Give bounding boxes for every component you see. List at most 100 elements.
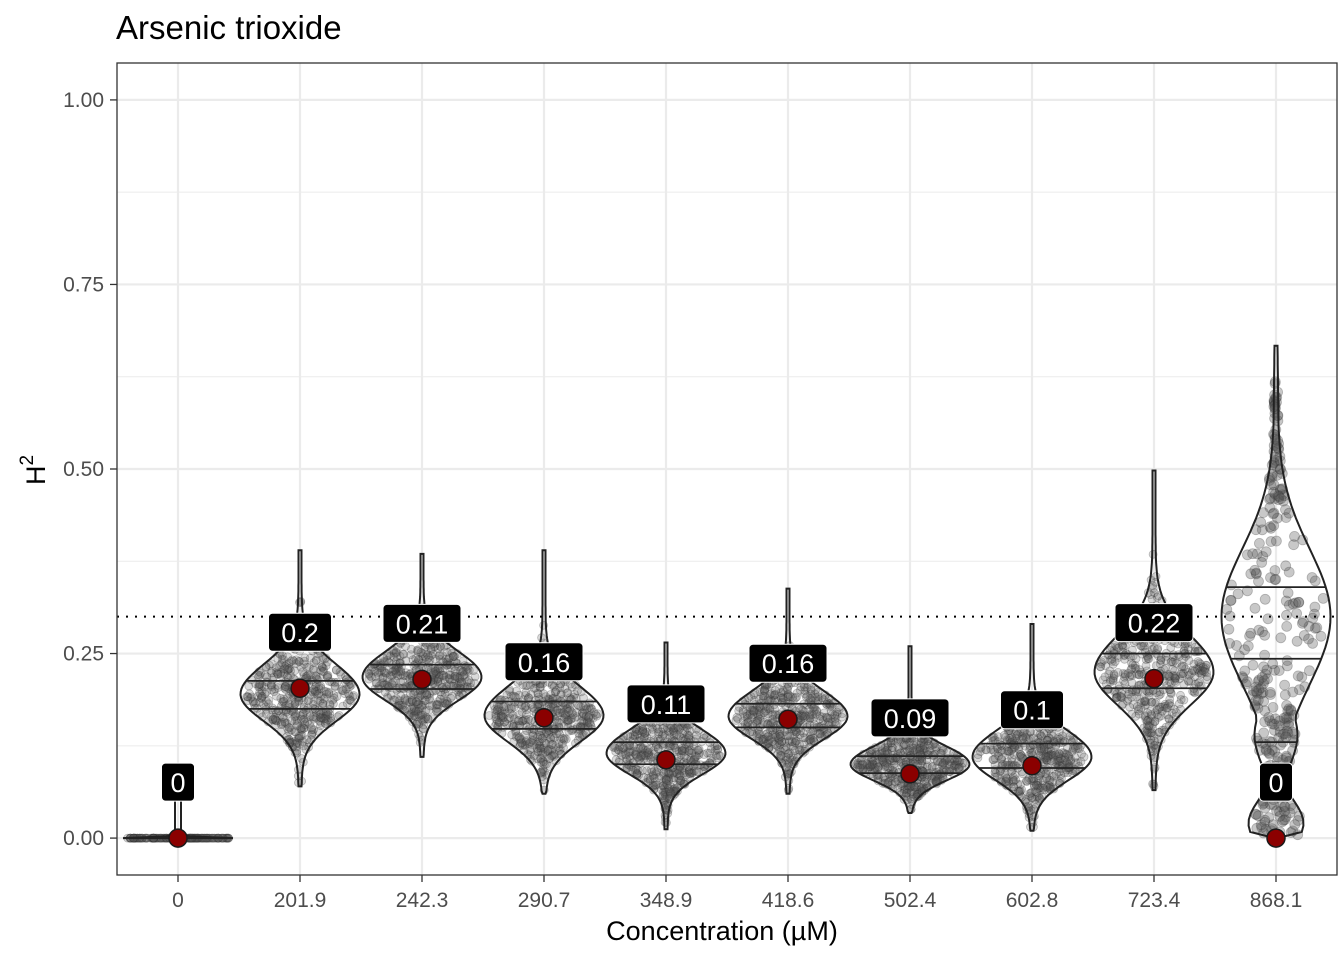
jitter-point xyxy=(310,687,320,697)
jitter-point xyxy=(1132,692,1142,702)
jitter-point xyxy=(309,714,319,724)
jitter-point xyxy=(440,688,450,698)
jitter-point xyxy=(279,664,289,674)
jitter-point xyxy=(322,689,332,699)
jitter-point xyxy=(645,776,655,785)
jitter-point xyxy=(243,692,253,702)
jitter-point xyxy=(920,777,929,786)
jitter-point xyxy=(299,670,309,680)
jitter-point xyxy=(243,696,253,705)
jitter-point xyxy=(307,729,317,739)
jitter-point xyxy=(1027,793,1037,803)
jitter-point xyxy=(315,710,325,719)
jitter-point xyxy=(546,690,555,699)
jitter-point xyxy=(298,667,308,677)
jitter-point xyxy=(1002,746,1012,755)
point-estimate xyxy=(534,708,554,728)
y-axis-label-sup: 2 xyxy=(17,455,38,466)
value-label: 0 xyxy=(1259,762,1293,802)
y-tick-label: 0.75 xyxy=(63,273,104,296)
jitter-point xyxy=(981,745,990,754)
jitter-point xyxy=(592,711,602,721)
jitter-point xyxy=(284,727,294,737)
point-estimate xyxy=(1022,755,1042,776)
jitter-point xyxy=(1273,442,1284,454)
value-label-text: 0 xyxy=(170,768,185,798)
jitter-point xyxy=(312,679,321,689)
jitter-point xyxy=(1200,667,1210,677)
jitter-point xyxy=(878,756,888,766)
jitter-point xyxy=(808,727,817,736)
jitter-point xyxy=(303,717,312,727)
jitter-point xyxy=(1107,657,1117,666)
jitter-point xyxy=(312,689,322,699)
jitter-point xyxy=(282,735,292,745)
jitter-point xyxy=(806,684,816,693)
jitter-point xyxy=(282,718,292,728)
jitter-point xyxy=(275,711,285,721)
jitter-point xyxy=(1304,665,1315,677)
jitter-point xyxy=(310,686,320,696)
jitter-point xyxy=(317,661,327,671)
value-label-text: 0.09 xyxy=(884,704,937,734)
jitter-point xyxy=(1149,643,1159,653)
y-axis-label-base: H xyxy=(21,466,51,486)
jitter-point xyxy=(244,681,254,691)
jitter-point xyxy=(892,752,902,762)
jitter-point xyxy=(315,721,325,731)
jitter-point xyxy=(440,698,450,708)
x-tick-label: 201.9 xyxy=(274,889,327,912)
jitter-point xyxy=(1253,810,1264,822)
jitter-point xyxy=(450,674,460,684)
jitter-point xyxy=(273,670,283,679)
jitter-point xyxy=(273,683,283,692)
y-tick-label: 0.25 xyxy=(63,643,104,666)
jitter-point xyxy=(1140,647,1150,657)
jitter-point xyxy=(277,671,286,681)
jitter-point xyxy=(647,767,657,777)
value-label: 0 xyxy=(161,762,195,802)
jitter-point xyxy=(1169,650,1178,660)
jitter-point xyxy=(1260,546,1272,558)
jitter-point xyxy=(270,705,280,715)
jitter-point xyxy=(776,750,785,760)
jitter-point xyxy=(680,752,689,761)
jitter-point xyxy=(296,711,305,721)
jitter-point xyxy=(294,731,304,741)
value-label: 0.2 xyxy=(268,612,332,652)
jitter-point xyxy=(577,716,587,726)
jitter-point xyxy=(253,692,263,701)
jitter-point xyxy=(521,688,531,697)
jitter-point xyxy=(311,655,321,665)
jitter-point xyxy=(299,723,309,733)
jitter-point xyxy=(1281,621,1293,632)
jitter-point xyxy=(763,732,773,741)
value-label-text: 0.21 xyxy=(396,609,449,639)
jitter-point xyxy=(1282,587,1294,599)
jitter-point xyxy=(1134,670,1144,680)
jitter-point xyxy=(259,682,269,692)
jitter-point xyxy=(280,719,290,728)
jitter-point xyxy=(672,747,682,757)
jitter-point xyxy=(300,714,310,724)
jitter-point xyxy=(1005,733,1015,743)
jitter-point xyxy=(713,744,723,754)
jitter-point xyxy=(277,651,287,660)
jitter-point xyxy=(517,738,527,748)
jitter-point xyxy=(1060,755,1070,765)
jitter-point xyxy=(493,722,503,732)
jitter-point xyxy=(775,740,785,749)
jitter-point xyxy=(690,753,700,762)
point-estimate xyxy=(168,828,188,848)
jitter-point xyxy=(1289,819,1301,830)
jitter-point xyxy=(559,708,568,718)
jitter-point xyxy=(887,769,897,779)
jitter-point xyxy=(324,687,334,697)
jitter-point xyxy=(415,704,424,713)
jitter-point xyxy=(320,693,330,702)
y-tick-label: 0.50 xyxy=(63,458,104,481)
jitter-point xyxy=(330,681,340,691)
jitter-point xyxy=(951,753,961,763)
